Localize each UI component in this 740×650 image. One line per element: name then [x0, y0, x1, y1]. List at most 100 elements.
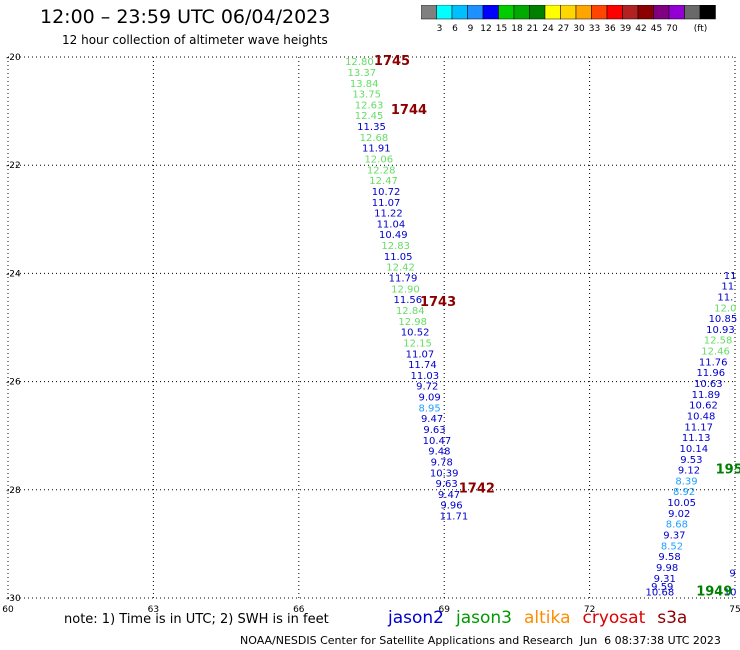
- page-title: 12:00 – 23:59 UTC 06/04/2023: [40, 6, 331, 28]
- legend-entry-jason3: jason3: [456, 608, 512, 628]
- x-tick-label: 75: [729, 605, 740, 615]
- colorbar-tick-label: 3: [437, 24, 443, 34]
- wave-height-point: 12.06: [364, 154, 393, 165]
- wave-height-point: 11: [724, 271, 737, 282]
- colorbar-tick-label: 27: [558, 24, 569, 34]
- wave-height-point: 11.05: [384, 252, 413, 263]
- colorbar-tick-label: 45: [651, 24, 662, 34]
- wave-height-point: 10.68: [646, 587, 675, 598]
- wave-height-point: 8.39: [675, 476, 697, 487]
- wave-height-point: 12.47: [369, 176, 398, 187]
- wave-height-point: 11.13: [682, 433, 711, 444]
- colorbar-tick-label: 9: [468, 24, 474, 34]
- wave-height-point: 12.42: [386, 263, 415, 274]
- wave-height-point: 9.47: [421, 414, 443, 425]
- legend-entry-cryosat: cryosat: [582, 608, 646, 628]
- wave-height-point: 13.37: [347, 68, 376, 79]
- wave-height-point: 9.02: [668, 509, 690, 520]
- wave-height-point: 12.15: [403, 338, 432, 349]
- wave-height-point: 11.07: [406, 349, 435, 360]
- footnote: note: 1) Time is in UTC; 2) SWH is in fe…: [64, 612, 329, 627]
- wave-height-point: 8.52: [661, 541, 683, 552]
- wave-height-point: 9.98: [656, 563, 678, 574]
- wave-height-point: 12.46: [701, 347, 730, 358]
- colorbar-tick-label: 6: [452, 24, 458, 34]
- wave-height-point: 10.93: [706, 325, 735, 336]
- wave-height-point: 12.63: [355, 100, 384, 111]
- wave-height-point: 9.96: [440, 501, 462, 512]
- wave-height-point: 12.84: [396, 306, 425, 317]
- wave-height-point: 12.83: [381, 241, 410, 252]
- wave-height-point: 12.45: [355, 111, 384, 122]
- wave-height-point: 11.76: [699, 357, 728, 368]
- wave-height-point: 11.71: [440, 512, 469, 523]
- legend-entry-altika: altika: [524, 608, 571, 628]
- y-tick-label: -28: [6, 486, 21, 496]
- colorbar-swatch: [699, 5, 716, 20]
- pass-time-label: 1949: [696, 584, 732, 599]
- wave-height-point: 10.48: [687, 411, 716, 422]
- colorbar-tick-label: 15: [496, 24, 507, 34]
- wave-height-point: 10.72: [372, 187, 401, 198]
- colorbar-tick-label: 30: [573, 24, 585, 34]
- wave-height-point: 13.75: [352, 90, 381, 101]
- y-tick-label: -20: [6, 53, 21, 63]
- wave-height-point: 11.: [717, 292, 733, 303]
- wave-height-point: 9.47: [438, 490, 460, 501]
- wave-height-point: 8.92: [673, 487, 695, 498]
- wave-height-point: 12.0: [714, 303, 736, 314]
- colorbar-tick-label: 33: [589, 24, 600, 34]
- wave-height-point: 9.48: [428, 447, 450, 458]
- wave-height-point: 12.98: [398, 317, 427, 328]
- wave-height-point: 9.53: [680, 455, 702, 466]
- wave-height-point: 8.68: [666, 520, 688, 531]
- x-tick-label: 66: [293, 605, 305, 615]
- pass-time-label: 1950: [716, 463, 740, 478]
- page-subtitle: 12 hour collection of altimeter wave hei…: [62, 33, 328, 47]
- wave-height-point: 11.74: [408, 360, 437, 371]
- wave-height-point: 12.68: [360, 133, 389, 144]
- wave-height-point: 10.85: [709, 314, 738, 325]
- wave-height-point: 11.89: [692, 390, 721, 401]
- wave-height-point: 11.35: [357, 122, 386, 133]
- y-tick-label: -24: [6, 269, 21, 279]
- wave-height-point: 11.79: [389, 274, 418, 285]
- wave-height-point: 12.58: [704, 336, 733, 347]
- x-tick-label: 69: [438, 605, 450, 615]
- y-tick-label: -30: [6, 594, 21, 604]
- y-tick-label: -22: [6, 161, 21, 171]
- wave-height-point: 10.39: [430, 468, 459, 479]
- wave-height-point: 9.31: [654, 574, 676, 585]
- colorbar-tick-label: 39: [620, 24, 632, 34]
- wave-height-point: 11.56: [394, 295, 423, 306]
- wave-height-point: 9.63: [423, 425, 445, 436]
- wave-height-point: 9: [729, 568, 735, 579]
- x-tick-label: 63: [148, 605, 159, 615]
- x-tick-label: 60: [2, 605, 14, 615]
- legend-entry-jason2: jason2: [388, 608, 444, 628]
- wave-height-point: 10.05: [667, 498, 696, 509]
- wave-height-point: 8.95: [419, 403, 441, 414]
- wave-height-point: 10.63: [694, 379, 723, 390]
- generated-timestamp: Jun 6 08:37:38 UTC 2023: [580, 634, 721, 647]
- colorbar-tick-label: 18: [511, 24, 523, 34]
- wave-height-point: 13.84: [350, 79, 379, 90]
- wave-height-point: 11.17: [684, 422, 713, 433]
- wave-height-point: 12.80: [345, 57, 374, 68]
- wave-height-point: 9.59: [651, 582, 673, 593]
- wave-height-point: 12.28: [367, 165, 396, 176]
- wave-height-point: 11.04: [377, 219, 406, 230]
- colorbar-tick-label: 70: [666, 24, 678, 34]
- satellite-legend: jason2 jason3 altika cryosat s3a: [388, 608, 699, 628]
- colorbar-unit-label: (ft): [694, 24, 708, 34]
- wave-height-point: 12.90: [391, 284, 420, 295]
- y-tick-label: -26: [6, 378, 21, 388]
- wave-height-point: 9.72: [416, 382, 438, 393]
- wave-height-point: 9.37: [663, 530, 685, 541]
- wave-height-point: 9.78: [431, 457, 453, 468]
- pass-time-label: 1743: [420, 295, 456, 310]
- wave-height-point: 11: [721, 282, 734, 293]
- pass-time-label: 1744: [391, 103, 427, 118]
- pass-time-label: 1742: [459, 482, 495, 497]
